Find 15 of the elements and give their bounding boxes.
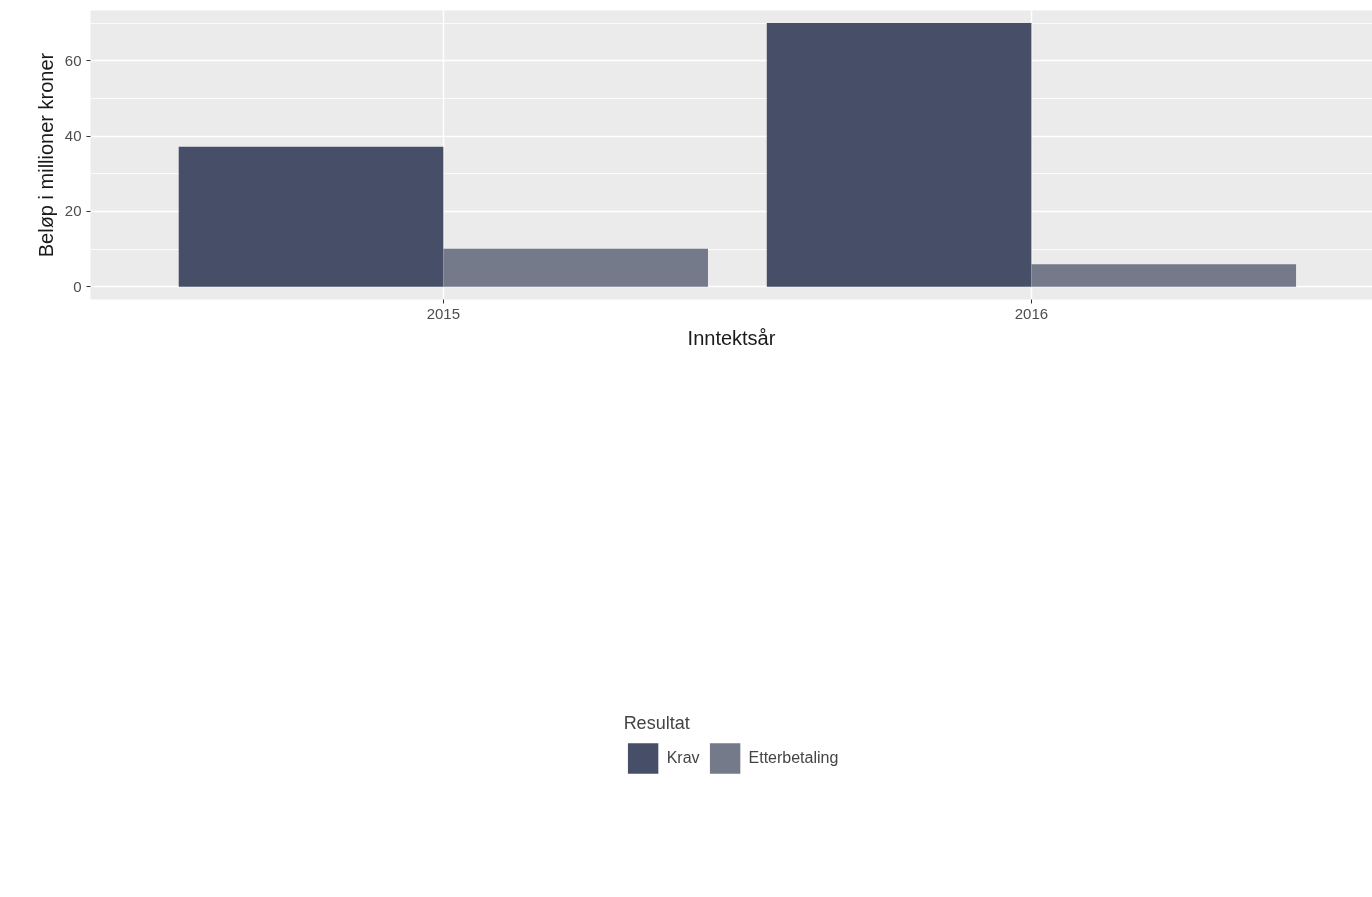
x-axis-title: Inntektsår [687, 326, 776, 349]
y-tick-label: 0 [73, 277, 82, 295]
legend-label: Etterbetaling [748, 748, 839, 767]
x-tick-label: 2016 [1014, 304, 1049, 322]
y-tick-label: 40 [64, 127, 82, 145]
x-tick-label: 2015 [426, 304, 461, 322]
bar [178, 146, 444, 287]
y-tick-label: 60 [64, 51, 82, 69]
y-axis-title: Beløp i millioner kroner [34, 52, 57, 258]
y-tick-label: 20 [64, 202, 82, 220]
legend-label: Krav [666, 748, 700, 767]
legend-title: Resultat [623, 712, 691, 734]
bar [443, 248, 708, 287]
bar [766, 22, 1032, 287]
bar [1031, 264, 1297, 287]
